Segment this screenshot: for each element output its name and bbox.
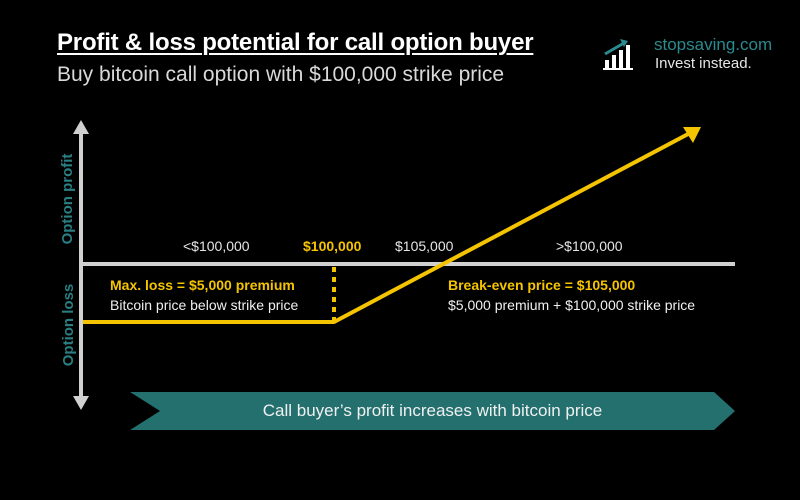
payoff-line [83, 131, 691, 324]
y-axis-label-profit: Option profit [59, 153, 76, 245]
price-label-strike: $100,000 [303, 238, 362, 254]
banner-chevron-shape [130, 392, 735, 430]
payoff-arrow-icon [683, 127, 701, 143]
max-loss-title: Max. loss = $5,000 premium [110, 277, 295, 293]
y-axis-up-arrow-icon [73, 120, 89, 134]
max-loss-subtitle: Bitcoin price below strike price [110, 297, 299, 313]
y-axis-label-loss: Option loss [60, 283, 77, 367]
logo-brand: stopsaving.com [654, 35, 773, 54]
y-axis-down-arrow-icon [73, 396, 89, 410]
banner-text: Call buyer’s profit increases with bitco… [262, 401, 603, 420]
chart-title: Profit & loss potential for call option … [57, 29, 534, 56]
logo: stopsaving.com Invest instead. [602, 35, 773, 76]
price-label-break-even: $105,000 [395, 238, 454, 254]
chart-subtitle: Buy bitcoin call option with $100,000 st… [57, 63, 505, 86]
break-even-title: Break-even price = $105,000 [448, 277, 636, 293]
bottom-banner: Call buyer’s profit increases with bitco… [130, 392, 735, 430]
price-label-above-strike: >$100,000 [556, 238, 623, 254]
break-even-subtitle: $5,000 premium + $100,000 strike price [448, 297, 696, 313]
logo-tagline: Invest instead. [655, 55, 752, 72]
price-label-below-strike: <$100,000 [183, 238, 250, 254]
bar-chart-growth-icon [603, 39, 633, 70]
